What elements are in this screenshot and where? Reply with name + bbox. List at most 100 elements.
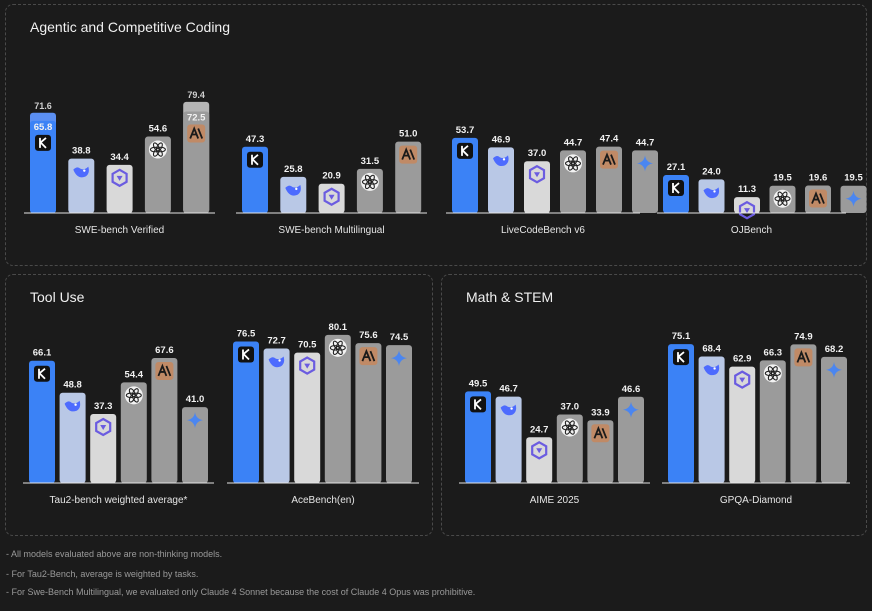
coding-panel: Agentic and Competitive Coding: [5, 4, 867, 266]
anthropic-icon: [155, 361, 174, 380]
bar-qwen: [90, 413, 117, 483]
openai-icon: [328, 338, 347, 357]
anthropic-icon: [399, 145, 418, 164]
qwen-icon: [734, 370, 751, 389]
value-label: 46.6: [622, 384, 641, 395]
chart-5: 76.5 72.7 70.5 80.1 75.6 74.5 AceBench(en): [227, 322, 419, 506]
bar-deepseek: [263, 348, 290, 483]
panel-title-tool-use: Tool Use: [30, 289, 85, 305]
value-label: 19.5: [844, 173, 863, 184]
bar-kimi: [30, 120, 56, 213]
qwen-icon: [111, 168, 128, 188]
deepseek-icon: [493, 155, 509, 167]
kimi-icon: [457, 142, 473, 159]
deepseek-icon: [73, 166, 89, 178]
bar-gpt: [759, 360, 786, 483]
chart-4: 66.1 48.8 37.3 54.4 67.6 41.0 Tau2-bench weigh…: [23, 345, 214, 506]
bar-deepseek: [59, 392, 86, 483]
x-axis-label: AIME 2025: [530, 495, 580, 506]
value-label: 67.6: [155, 345, 174, 356]
bar-claude: [355, 343, 382, 483]
value-label: 75.1: [672, 331, 691, 342]
value-label: 25.8: [284, 164, 303, 175]
bar-kimi: [668, 344, 694, 483]
kimi-icon: [247, 151, 263, 168]
qwen-icon: [528, 164, 546, 184]
kimi-icon: [34, 365, 50, 382]
deepseek-icon: [703, 364, 720, 376]
value-label: 24.7: [530, 424, 549, 435]
value-label: 31.5: [361, 156, 380, 167]
value-label: 37.3: [94, 401, 113, 412]
openai-icon: [360, 172, 379, 191]
qwen-icon: [323, 187, 340, 207]
chart-6: 49.5 46.7 24.7 37.0 33.9 46.6 AIME 2025: [459, 378, 650, 506]
bar-kimi: [233, 341, 259, 483]
x-axis-label: OJBench: [731, 225, 772, 236]
anthropic-icon: [359, 347, 378, 366]
tool-use-panel: Tool Use: [5, 274, 433, 536]
value-label: 41.0: [186, 394, 205, 405]
anthropic-icon: [591, 424, 610, 443]
value-label: 44.7: [636, 137, 655, 148]
openai-icon: [148, 140, 167, 159]
value-label: 68.2: [825, 344, 844, 355]
bar-deepseek: [495, 396, 522, 483]
qwen-icon: [531, 441, 548, 460]
value-label: 72.5: [187, 113, 206, 124]
gemini-icon: [187, 412, 203, 429]
x-axis-label: SWE-bench Multilingual: [278, 225, 384, 236]
bar-gemini: [632, 150, 658, 213]
bar-qwen: [294, 352, 321, 483]
value-label: 11.3: [738, 184, 756, 195]
anthropic-icon: [187, 124, 206, 143]
deepseek-icon: [64, 400, 81, 412]
value-label: 72.7: [267, 336, 286, 347]
x-axis-label: GPQA-Diamond: [720, 495, 792, 506]
x-axis-label: AceBench(en): [291, 495, 354, 506]
deepseek-icon: [500, 404, 517, 416]
bar-deepseek: [488, 147, 514, 213]
value-label: 80.1: [329, 322, 348, 333]
value-label: 74.5: [390, 332, 409, 343]
x-axis-label: Tau2-bench weighted average*: [50, 495, 188, 506]
value-label: 27.1: [667, 162, 686, 173]
panel-title-math: Math & STEM: [466, 289, 554, 305]
bar-gemini: [386, 345, 412, 483]
value-label: 37.0: [561, 402, 580, 413]
anthropic-icon: [600, 150, 618, 169]
openai-icon: [124, 386, 143, 405]
x-axis-label: SWE-bench Verified: [75, 225, 165, 236]
value-label: 75.6: [359, 330, 378, 341]
value-label: 38.8: [72, 146, 91, 157]
x-axis-label: LiveCodeBench v6: [501, 225, 585, 236]
chart-0: 71.6 79.4 65.8 38.8 34.4 54.6 72.5 SWE-bench Ve…: [24, 90, 215, 236]
bar-qwen: [526, 437, 553, 483]
bar-gemini: [821, 356, 847, 483]
gemini-icon: [826, 361, 842, 378]
value-label: 33.9: [591, 407, 610, 418]
value-label: 19.5: [773, 173, 792, 184]
chart-7: 75.1 68.4 62.9 66.3 74.9 68.2 GPQA-Diamond: [662, 331, 850, 506]
value-label: 70.5: [298, 340, 317, 351]
value-label: 37.0: [528, 148, 547, 159]
value-label: 74.9: [794, 331, 813, 342]
bar-gemini: [618, 396, 644, 483]
kimi-icon: [470, 396, 486, 413]
bar-qwen: [524, 161, 550, 213]
gemini-icon: [391, 350, 407, 367]
chart-1: 47.3 25.8 20.9 31.5 51.0 SWE-bench Multilingu…: [236, 129, 427, 236]
value-label: 68.4: [702, 343, 721, 354]
chart-3: 27.1 24.0 11.3 19.5 19.6 19.5 OJBench: [657, 162, 867, 236]
openai-icon: [560, 418, 579, 437]
value-label: 44.7: [564, 137, 583, 148]
kimi-icon: [238, 346, 254, 363]
value-label: 49.5: [469, 378, 488, 389]
bar-kimi: [29, 360, 55, 483]
footnote-3: - For Swe-Bench Multilingual, we evaluat…: [6, 587, 476, 597]
footnote-1: - All models evaluated above are non-thi…: [6, 549, 223, 559]
qwen-icon: [738, 200, 756, 220]
deepseek-icon: [268, 356, 285, 368]
value-label: 66.3: [764, 347, 783, 358]
